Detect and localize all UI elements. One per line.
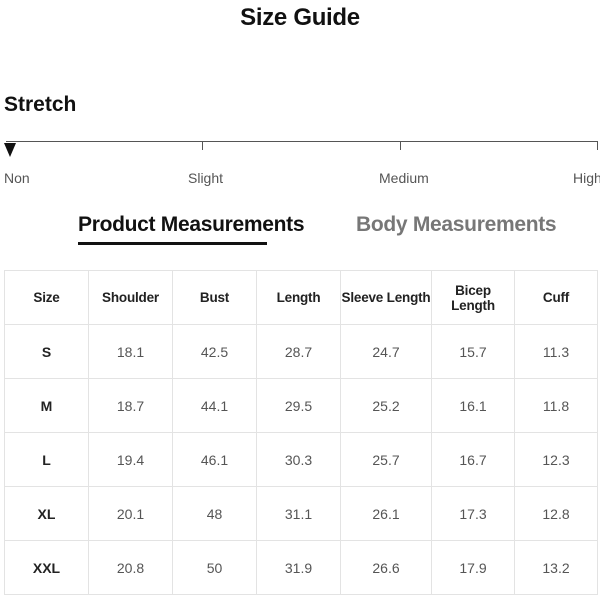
cuff-cell: 12.8 (514, 486, 598, 541)
stretch-marker-icon (4, 143, 16, 157)
stretch-tick-medium (400, 141, 401, 150)
length-cell: 30.3 (256, 432, 341, 487)
sleeve-length-cell: 26.1 (340, 486, 432, 541)
header-length: Length (256, 270, 341, 325)
length-cell: 31.9 (256, 540, 341, 595)
header-shoulder: Shoulder (88, 270, 173, 325)
sleeve-length-cell: 25.7 (340, 432, 432, 487)
table-row: M 18.7 44.1 29.5 25.2 16.1 11.8 (4, 378, 598, 433)
tab-product-measurements[interactable]: Product Measurements (78, 213, 305, 236)
table-row: L 19.4 46.1 30.3 25.7 16.7 12.3 (4, 432, 598, 487)
tab-body-measurements[interactable]: Body Measurements (356, 213, 557, 236)
bicep-length-cell: 15.7 (431, 324, 515, 379)
shoulder-cell: 19.4 (88, 432, 173, 487)
bust-cell: 42.5 (172, 324, 257, 379)
stretch-tick-high (597, 141, 598, 150)
cuff-cell: 11.8 (514, 378, 598, 433)
stretch-label-slight: Slight (188, 170, 224, 186)
size-cell: M (4, 378, 89, 433)
bicep-length-cell: 17.3 (431, 486, 515, 541)
shoulder-cell: 18.1 (88, 324, 173, 379)
stretch-label-non: Non (4, 170, 30, 186)
table-row: XL 20.1 48 31.1 26.1 17.3 12.8 (4, 486, 598, 541)
length-cell: 29.5 (256, 378, 341, 433)
shoulder-cell: 18.7 (88, 378, 173, 433)
table-header-row: Size Shoulder Bust Length Sleeve Length … (4, 270, 598, 325)
measurements-table: Size Shoulder Bust Length Sleeve Length … (4, 270, 598, 595)
header-bust: Bust (172, 270, 257, 325)
bust-cell: 46.1 (172, 432, 257, 487)
sleeve-length-cell: 26.6 (340, 540, 432, 595)
active-tab-underline (78, 242, 267, 245)
header-size: Size (4, 270, 89, 325)
stretch-heading: Stretch (4, 93, 77, 116)
table-row: S 18.1 42.5 28.7 24.7 15.7 11.3 (4, 324, 598, 379)
stretch-label-medium: Medium (379, 170, 429, 186)
shoulder-cell: 20.1 (88, 486, 173, 541)
sleeve-length-cell: 24.7 (340, 324, 432, 379)
bust-cell: 50 (172, 540, 257, 595)
bust-cell: 48 (172, 486, 257, 541)
stretch-tick-slight (202, 141, 203, 150)
header-sleeve-length: Sleeve Length (340, 270, 432, 325)
shoulder-cell: 20.8 (88, 540, 173, 595)
cuff-cell: 13.2 (514, 540, 598, 595)
size-cell: S (4, 324, 89, 379)
bicep-length-cell: 16.7 (431, 432, 515, 487)
stretch-label-high: High (573, 170, 600, 186)
header-bicep-length: Bicep Length (431, 270, 515, 325)
cuff-cell: 12.3 (514, 432, 598, 487)
length-cell: 31.1 (256, 486, 341, 541)
page-title: Size Guide (240, 4, 360, 31)
length-cell: 28.7 (256, 324, 341, 379)
cuff-cell: 11.3 (514, 324, 598, 379)
table-row: XXL 20.8 50 31.9 26.6 17.9 13.2 (4, 540, 598, 595)
size-cell: XL (4, 486, 89, 541)
sleeve-length-cell: 25.2 (340, 378, 432, 433)
size-cell: XXL (4, 540, 89, 595)
bust-cell: 44.1 (172, 378, 257, 433)
bicep-length-cell: 16.1 (431, 378, 515, 433)
stretch-scale-line (6, 141, 598, 142)
bicep-length-cell: 17.9 (431, 540, 515, 595)
size-cell: L (4, 432, 89, 487)
header-cuff: Cuff (514, 270, 598, 325)
